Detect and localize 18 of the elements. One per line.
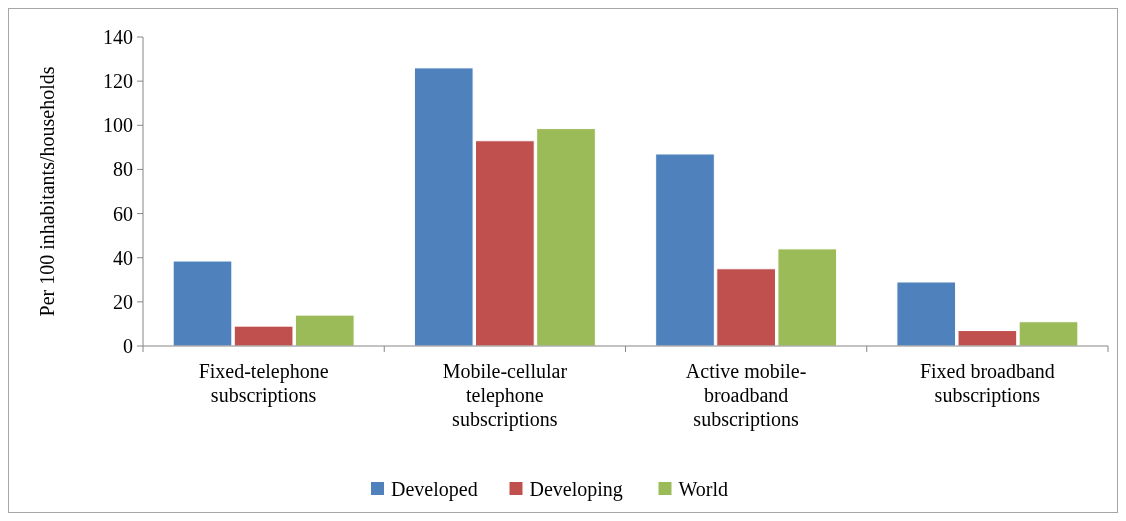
bar xyxy=(172,260,233,347)
x-tick-label: Active mobile-broadband subscriptions xyxy=(685,360,807,431)
x-tick-label: Fixed-telephone subscriptions xyxy=(198,360,329,407)
y-tick-label: 60 xyxy=(113,202,133,225)
y-tick-label: 140 xyxy=(103,26,133,48)
bar xyxy=(1018,321,1079,347)
y-axis-title: Per 100 inhabitants/households xyxy=(36,66,58,317)
y-tick-label: 120 xyxy=(103,70,133,93)
x-tick-label: Fixed broadband subscriptions xyxy=(919,360,1055,407)
y-tick-label: 0 xyxy=(123,335,133,357)
y-tick-label: 100 xyxy=(103,114,133,137)
y-tick-label: 20 xyxy=(113,290,133,313)
legend-label: World xyxy=(678,478,728,500)
y-tick-label: 80 xyxy=(113,158,133,181)
x-tick-label: Mobile-cellular telephone subscriptions xyxy=(442,360,568,431)
legend-label: Developed xyxy=(391,478,478,501)
y-tick-label: 40 xyxy=(113,246,133,269)
legend-label: Developing xyxy=(529,478,623,501)
